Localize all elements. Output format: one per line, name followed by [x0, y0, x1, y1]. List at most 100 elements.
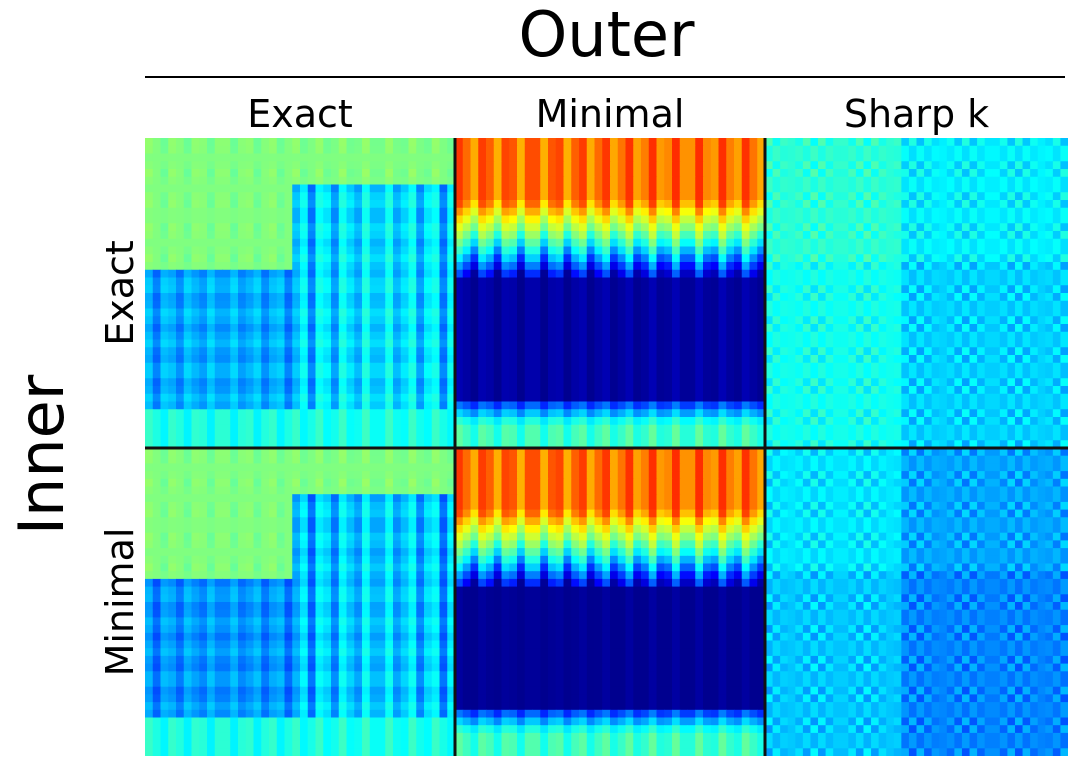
heatmap-cell: [315, 161, 324, 170]
heatmap-cell: [961, 417, 971, 426]
heatmap-cell: [315, 169, 324, 178]
heatmap-cell: [284, 223, 293, 232]
heatmap-cell: [977, 176, 986, 186]
heatmap-cell: [563, 308, 572, 317]
heatmap-cell: [338, 246, 348, 255]
heatmap-cell: [848, 161, 857, 170]
heatmap-cell: [393, 184, 402, 193]
heatmap-cell: [400, 424, 410, 434]
heatmap-cell: [795, 223, 804, 232]
heatmap-cell: [245, 300, 255, 310]
heatmap-cell: [214, 246, 224, 255]
heatmap-cell: [323, 471, 332, 480]
heatmap-cell: [931, 339, 940, 348]
heatmap-cell: [145, 478, 154, 488]
heatmap-cell: [780, 300, 789, 310]
heatmap-cell: [787, 417, 796, 426]
heatmap-cell: [168, 339, 177, 348]
heatmap-cell: [145, 362, 154, 372]
heatmap-cell: [818, 231, 827, 240]
column-label-sharp-k: Sharp k: [843, 92, 990, 136]
heatmap-cell: [555, 238, 565, 248]
heatmap-cell: [292, 169, 301, 178]
heatmap-cell: [199, 409, 208, 418]
heatmap-cell: [1060, 440, 1068, 449]
heatmap-cell: [802, 370, 812, 379]
heatmap-cell: [633, 254, 642, 263]
heatmap-cell: [656, 440, 665, 449]
heatmap-cell: [1030, 262, 1039, 271]
heatmap-cell: [586, 393, 596, 403]
heatmap-cell: [818, 409, 827, 418]
heatmap-cell: [1007, 355, 1016, 364]
heatmap-cell: [695, 200, 704, 209]
heatmap-cell: [946, 393, 955, 403]
heatmap-cell: [253, 424, 262, 434]
heatmap-cell: [571, 223, 580, 232]
heatmap-cell: [916, 440, 925, 449]
heatmap-cell: [245, 362, 255, 372]
heatmap-cell: [916, 393, 925, 403]
heatmap-cell: [214, 200, 224, 209]
heatmap-cell: [999, 161, 1009, 170]
heatmap-cell: [878, 347, 887, 356]
heatmap-cell: [695, 370, 704, 379]
heatmap-cell: [946, 386, 955, 395]
heatmap-cell: [916, 347, 925, 356]
heatmap-cell: [840, 424, 849, 434]
heatmap-cell: [741, 153, 751, 162]
heatmap-cell: [886, 246, 895, 255]
heatmap-cell: [1022, 238, 1031, 248]
heatmap-cell: [532, 238, 541, 248]
heatmap-cell: [594, 223, 603, 232]
heatmap-cell: [969, 184, 978, 193]
heatmap-cell: [848, 362, 857, 372]
heatmap-cell: [672, 207, 681, 217]
heatmap-cell: [641, 424, 650, 434]
heatmap-cell: [416, 184, 425, 193]
heatmap-cell: [493, 417, 503, 426]
heatmap-cell: [462, 370, 472, 379]
heatmap-cell: [992, 246, 1001, 255]
heatmap-cell: [439, 448, 448, 457]
heatmap-cell: [855, 238, 865, 248]
heatmap-cell: [924, 200, 933, 209]
heatmap-cell: [908, 262, 918, 271]
heatmap-cell: [362, 277, 371, 286]
heatmap-cell: [726, 347, 735, 356]
heatmap-cell: [734, 355, 743, 364]
heatmap-cell: [840, 145, 849, 155]
heatmap-cell: [555, 231, 565, 240]
heatmap-cell: [710, 277, 720, 286]
heatmap-cell: [916, 370, 925, 379]
heatmap-cell: [840, 401, 849, 410]
heatmap-cell: [408, 293, 417, 302]
heatmap-cell: [571, 316, 580, 325]
heatmap-cell: [818, 269, 827, 279]
heatmap-cell: [734, 200, 743, 209]
heatmap-cell: [292, 246, 301, 255]
heatmap-cell: [924, 223, 933, 232]
heatmap-cell: [462, 417, 472, 426]
heatmap-cell: [672, 308, 681, 317]
heatmap-cell: [780, 324, 789, 333]
heatmap-cell: [908, 324, 918, 333]
heatmap-cell: [1007, 432, 1016, 441]
heatmap-cell: [555, 262, 565, 271]
heatmap-cell: [517, 277, 526, 286]
heatmap-cell: [269, 254, 278, 263]
heatmap-cell: [594, 293, 603, 302]
heatmap-cell: [439, 316, 448, 325]
heatmap-cell: [276, 169, 286, 178]
heatmap-cell: [687, 432, 696, 441]
heatmap-cell: [424, 161, 433, 170]
heatmap-cell: [878, 440, 887, 449]
heatmap-cell: [145, 370, 154, 379]
heatmap-cell: [840, 138, 849, 147]
heatmap-cell: [331, 215, 340, 224]
heatmap-cell: [977, 153, 986, 162]
heatmap-cell: [152, 347, 162, 356]
heatmap-cell: [214, 145, 224, 155]
heatmap-cell: [901, 300, 910, 310]
heatmap-cell: [946, 277, 955, 286]
